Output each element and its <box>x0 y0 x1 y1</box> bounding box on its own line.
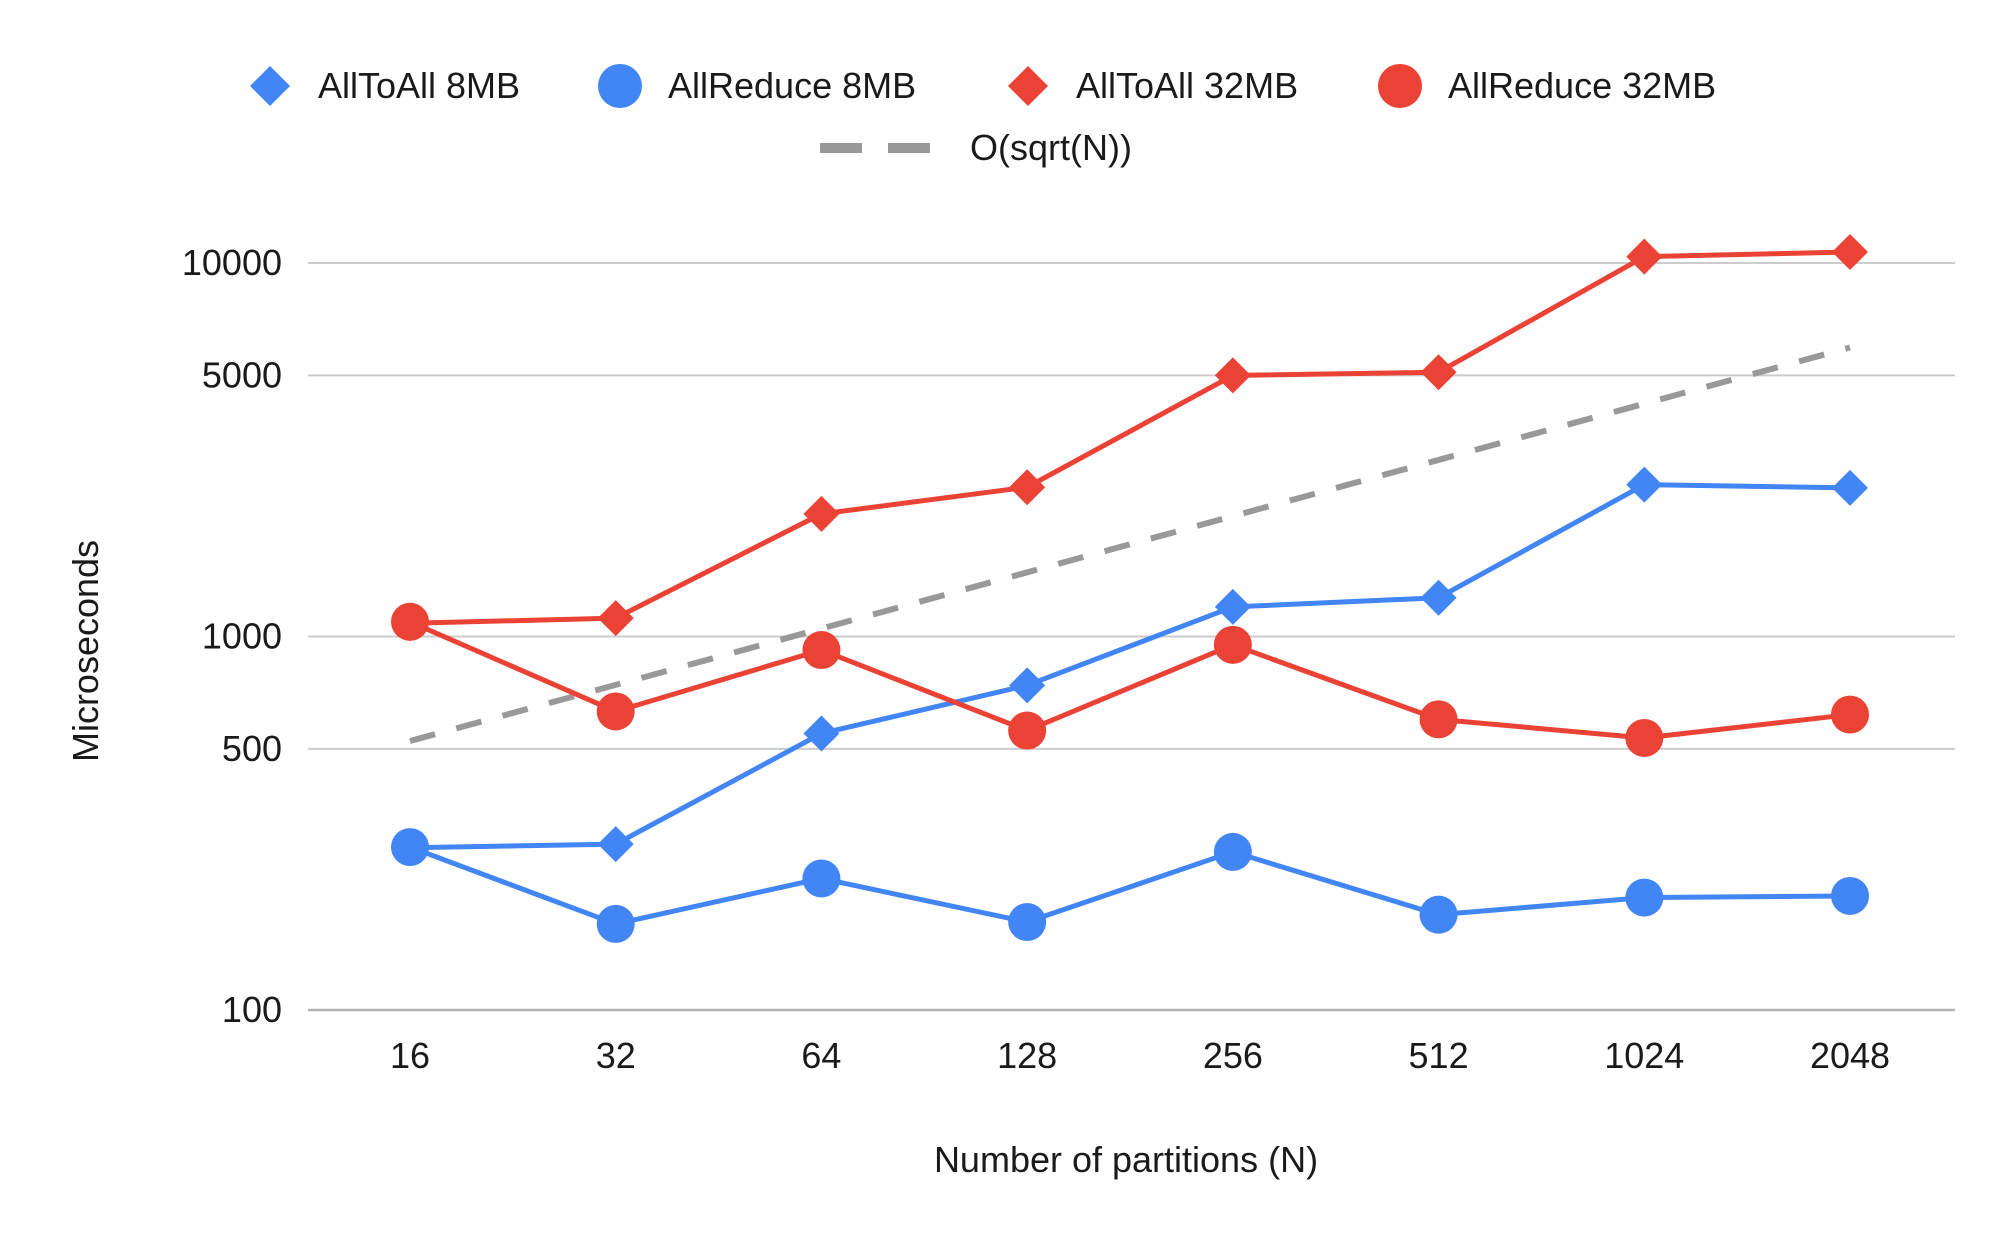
series-alltoall-8mb <box>392 466 1868 866</box>
y-tick-label: 5000 <box>202 354 282 395</box>
data-point-allreduce-8mb <box>802 859 841 898</box>
x-tick-label: 256 <box>1203 1035 1263 1076</box>
data-point-allreduce-32mb <box>1419 700 1458 739</box>
data-point-allreduce-32mb <box>1213 625 1252 664</box>
x-tick-label: 32 <box>596 1035 636 1076</box>
series-o-sqrt-n <box>409 344 1851 744</box>
data-point-allreduce-8mb <box>1213 832 1252 871</box>
legend-label: AllReduce 32MB <box>1448 65 1716 106</box>
data-point-alltoall-32mb <box>597 600 634 637</box>
data-point-alltoall-32mb <box>1832 234 1868 271</box>
x-tick-label: 16 <box>390 1035 430 1076</box>
data-point-alltoall-8mb <box>1009 667 1046 704</box>
data-point-allreduce-32mb <box>1831 695 1869 734</box>
legend-swatch <box>250 66 290 106</box>
x-tick-label: 512 <box>1409 1035 1469 1076</box>
data-point-allreduce-8mb <box>596 904 635 943</box>
gridlines <box>308 262 1955 1012</box>
series-allreduce-8mb <box>391 828 1869 943</box>
series-layer <box>391 234 1869 943</box>
data-point-alltoall-32mb <box>1214 357 1251 394</box>
data-point-alltoall-32mb <box>1420 354 1457 391</box>
y-axis-title: Microseconds <box>65 540 106 762</box>
data-point-alltoall-8mb <box>1420 579 1457 616</box>
data-point-alltoall-8mb <box>1832 469 1868 506</box>
data-point-allreduce-32mb <box>1008 711 1047 750</box>
x-tick-label: 2048 <box>1810 1035 1890 1076</box>
series-line-allreduce-32mb <box>409 619 1851 741</box>
data-point-allreduce-8mb <box>1625 878 1664 917</box>
legend-item-alltoall-8mb: AllToAll 8MB <box>250 65 520 106</box>
series-line-allreduce-8mb <box>409 844 1851 927</box>
legend-item-allreduce-32mb: AllReduce 32MB <box>1378 64 1716 108</box>
y-axis-ticks: 100 500 1000 5000 10000 <box>182 242 282 1030</box>
x-tick-label: 128 <box>997 1035 1057 1076</box>
y-tick-label: 500 <box>222 728 282 769</box>
y-tick-label: 100 <box>222 989 282 1030</box>
legend-label: O(sqrt(N)) <box>970 127 1132 168</box>
data-point-alltoall-32mb <box>1009 469 1046 506</box>
data-point-allreduce-8mb <box>1008 903 1047 942</box>
series-line-o-sqrt-n <box>409 344 1851 744</box>
data-point-allreduce-8mb <box>1831 876 1869 915</box>
series-alltoall-32mb <box>392 234 1868 642</box>
legend-item-allreduce-8mb: AllReduce 8MB <box>598 64 916 108</box>
data-point-alltoall-8mb <box>1214 588 1251 625</box>
data-point-alltoall-8mb <box>803 715 840 752</box>
series-line-alltoall-32mb <box>409 249 1851 626</box>
data-point-alltoall-8mb <box>1626 466 1663 503</box>
legend-swatch <box>598 64 642 108</box>
legend-swatch <box>1378 64 1422 108</box>
legend-swatch <box>1008 66 1048 106</box>
legend-label: AllToAll 32MB <box>1076 65 1298 106</box>
data-point-alltoall-32mb <box>803 495 840 532</box>
series-line-alltoall-8mb <box>409 482 1851 851</box>
legend-item-o-sqrt-n: O(sqrt(N)) <box>820 127 1132 168</box>
data-point-allreduce-8mb <box>1419 895 1458 934</box>
x-axis-ticks: 16 32 64 128 256 512 1024 2048 <box>390 1035 1890 1076</box>
legend-label: AllReduce 8MB <box>668 65 916 106</box>
data-point-alltoall-32mb <box>1626 238 1663 275</box>
legend: AllToAll 8MB AllReduce 8MB AllToAll 32MB Al… <box>250 64 1716 168</box>
data-point-allreduce-32mb <box>1625 718 1664 757</box>
data-point-alltoall-8mb <box>392 829 428 866</box>
data-point-alltoall-8mb <box>597 826 634 863</box>
data-point-alltoall-32mb <box>392 605 428 642</box>
data-point-allreduce-32mb <box>596 692 635 731</box>
y-tick-label: 10000 <box>182 242 282 283</box>
legend-label: AllToAll 8MB <box>318 65 520 106</box>
y-tick-label: 1000 <box>202 616 282 657</box>
data-point-allreduce-32mb <box>802 631 841 670</box>
x-tick-label: 64 <box>801 1035 841 1076</box>
legend-item-alltoall-32mb: AllToAll 32MB <box>1008 65 1298 106</box>
x-axis-title: Number of partitions (N) <box>934 1139 1318 1180</box>
x-tick-label: 1024 <box>1604 1035 1684 1076</box>
